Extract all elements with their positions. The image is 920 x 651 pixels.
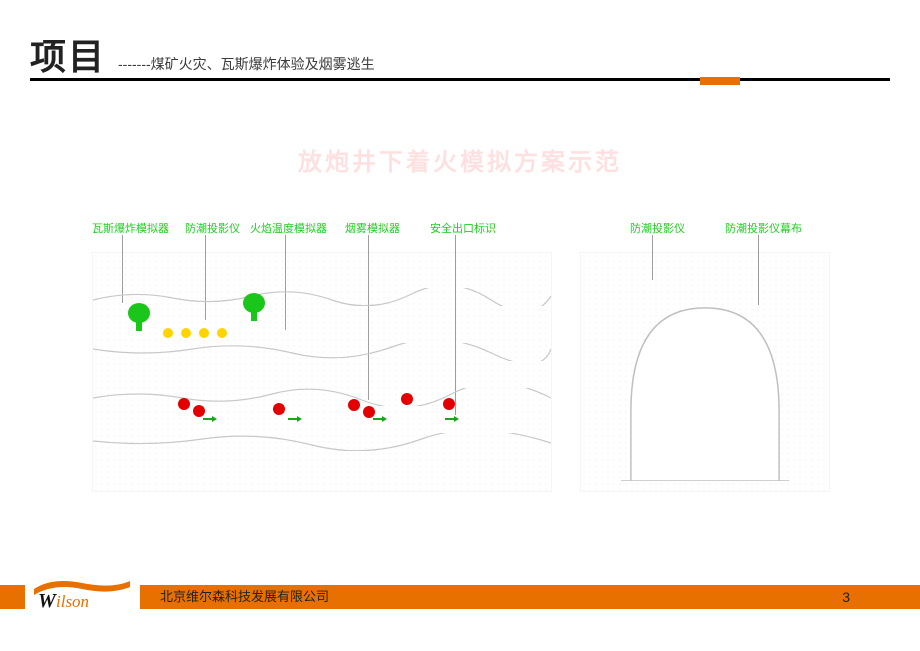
slide: 项目 -------煤矿火灾、瓦斯爆炸体验及烟雾逃生 放炮井下着火模拟方案示范 … [0, 0, 920, 651]
flame-device-icon [163, 328, 173, 338]
label-projector-right: 防潮投影仪 [630, 220, 685, 236]
tunnel-section-icon [621, 293, 789, 481]
exit-sign-icon [373, 416, 387, 422]
label-smoke: 烟雾模拟器 [345, 220, 400, 236]
gas-explosion-device-icon [243, 293, 265, 321]
smoke-device-icon [401, 393, 413, 405]
label-screen-right: 防潮投影仪幕布 [725, 220, 802, 236]
label-projector: 防潮投影仪 [185, 220, 240, 236]
exit-sign-icon [288, 416, 302, 422]
wall-line [93, 388, 551, 406]
exit-sign-icon [445, 416, 459, 422]
section-view-panel [580, 252, 830, 492]
wall-line [93, 433, 551, 451]
wall-line [93, 288, 551, 306]
wilson-logo-icon: W ilson [32, 577, 132, 611]
label-flame-temp: 火焰温度模拟器 [250, 220, 327, 236]
flame-device-icon [199, 328, 209, 338]
smoke-device-icon [178, 398, 190, 410]
smoke-device-icon [273, 403, 285, 415]
gas-explosion-device-icon [128, 303, 150, 331]
exit-sign-icon [203, 416, 217, 422]
wall-line [93, 343, 551, 361]
flame-device-icon [217, 328, 227, 338]
header-row: 项目 -------煤矿火灾、瓦斯爆炸体验及烟雾逃生 [30, 28, 890, 80]
label-exit-sign: 安全出口标识 [430, 220, 496, 236]
smoke-device-icon [348, 399, 360, 411]
label-gas-explosion: 瓦斯爆炸模拟器 [92, 220, 169, 236]
header-rule [30, 78, 890, 88]
svg-text:W: W [38, 590, 57, 611]
footer-company: 北京维尔森科技发展有限公司 [160, 586, 329, 605]
page-subtitle: -------煤矿火灾、瓦斯爆炸体验及烟雾逃生 [118, 54, 375, 74]
section-title: 放炮井下着火模拟方案示范 [0, 142, 920, 177]
smoke-device-icon [443, 398, 455, 410]
footer-bar [0, 585, 920, 609]
footer-page-number: 3 [842, 589, 850, 605]
flame-device-icon [181, 328, 191, 338]
header: 项目 -------煤矿火灾、瓦斯爆炸体验及烟雾逃生 [30, 28, 890, 80]
rule-line [30, 78, 890, 81]
plan-view-panel [92, 252, 552, 492]
label-row: 瓦斯爆炸模拟器 防潮投影仪 火焰温度模拟器 烟雾模拟器 安全出口标识 防潮投影仪… [0, 220, 920, 240]
page-title: 项目 [30, 28, 106, 80]
rule-accent [700, 77, 740, 85]
svg-text:ilson: ilson [56, 592, 89, 611]
